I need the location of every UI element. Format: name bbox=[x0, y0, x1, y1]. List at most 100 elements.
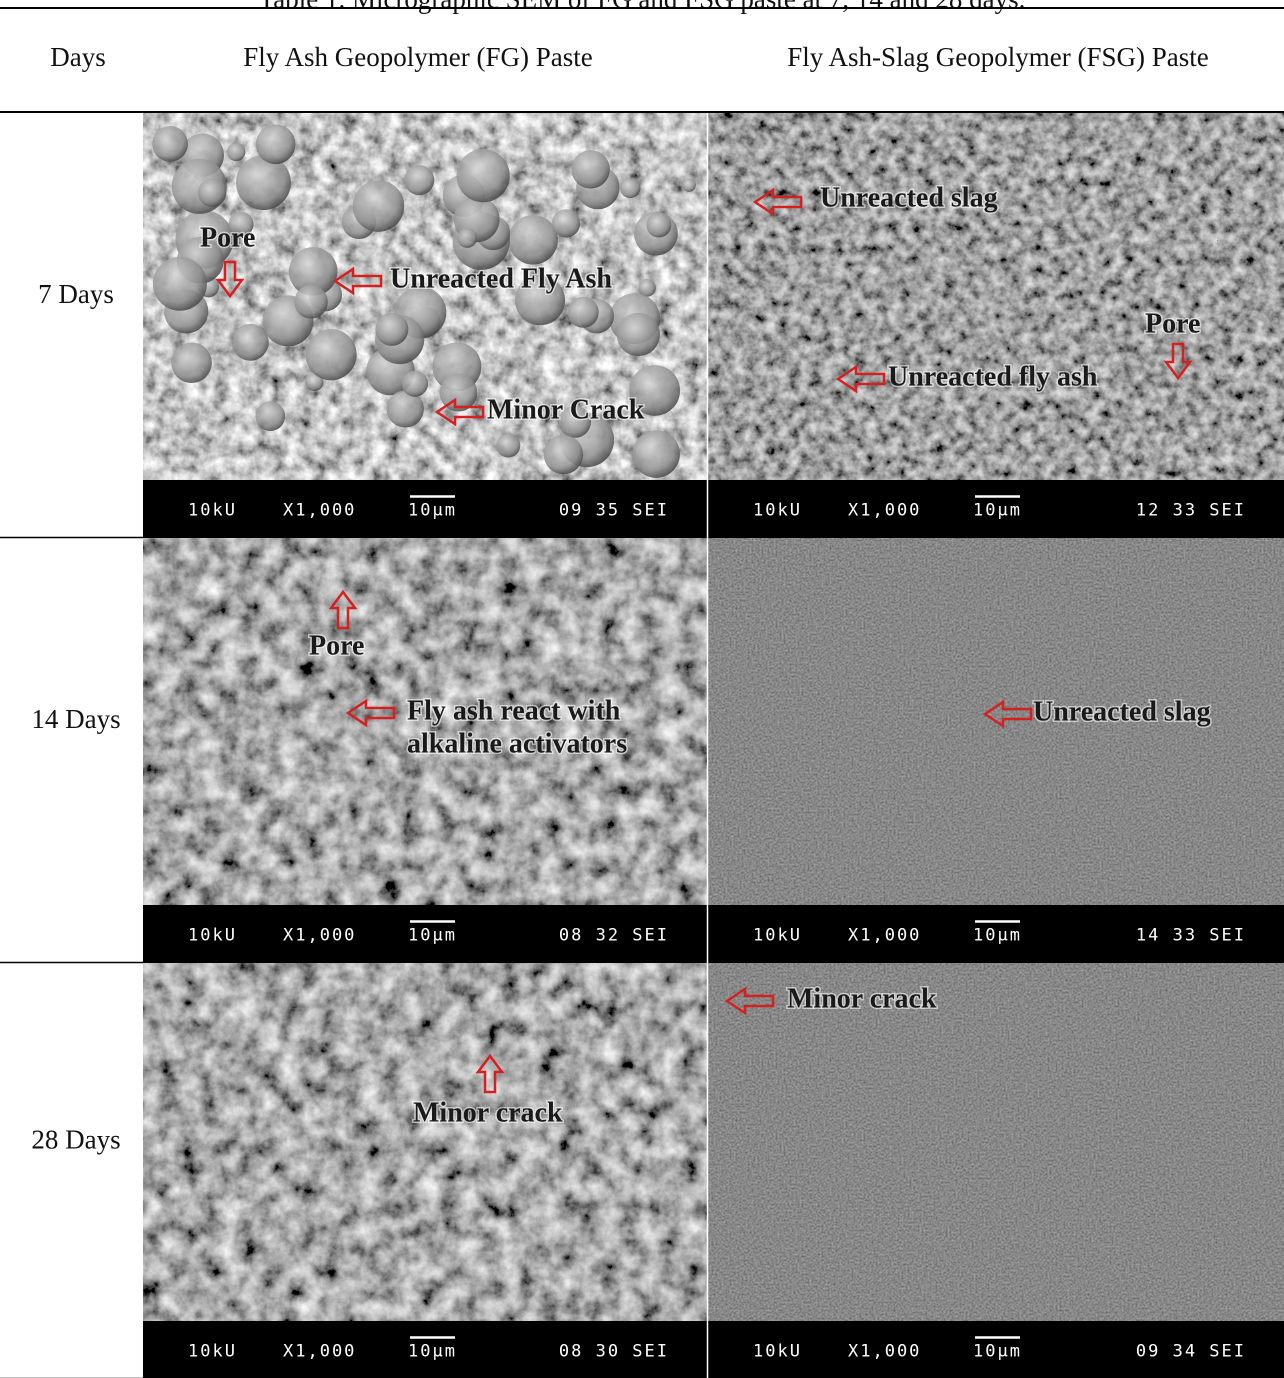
fly-ash-sphere bbox=[152, 126, 188, 162]
info-bar bbox=[143, 1321, 707, 1378]
annotation-arrow bbox=[752, 187, 803, 217]
day-label: 14 Days bbox=[31, 704, 120, 734]
info-code: 08 30 SEI bbox=[559, 1342, 669, 1362]
annotation-arrow bbox=[724, 986, 775, 1016]
fly-ash-sphere bbox=[571, 150, 610, 189]
info-magnification: X1,000 bbox=[848, 926, 921, 946]
fly-ash-sphere bbox=[255, 401, 286, 432]
header-fsg: Fly Ash-Slag Geopolymer (FSG) Paste bbox=[787, 42, 1209, 72]
day-label: 7 Days bbox=[38, 279, 114, 309]
info-code: 08 32 SEI bbox=[559, 926, 669, 946]
annotation-label: Unreacted slag bbox=[1033, 696, 1211, 727]
fly-ash-sphere bbox=[152, 256, 207, 311]
info-bar bbox=[143, 480, 707, 537]
fly-ash-sphere bbox=[197, 178, 227, 208]
fly-ash-sphere bbox=[632, 430, 680, 478]
fly-ash-sphere bbox=[288, 247, 338, 296]
annotation-arrow bbox=[215, 260, 245, 299]
fly-ash-sphere bbox=[638, 278, 656, 297]
table-body: 7 Days 10kU X1,000 10μm 09 35 SEI Pore Unreact… bbox=[0, 113, 1284, 1378]
info-voltage: 10kU bbox=[753, 1342, 802, 1362]
fly-ash-sphere bbox=[226, 142, 246, 162]
fly-ash-sphere bbox=[404, 165, 435, 196]
annotation-label: Pore bbox=[200, 222, 255, 253]
annotation-arrow bbox=[434, 397, 485, 427]
sem-image bbox=[708, 113, 1284, 480]
fly-ash-sphere bbox=[682, 178, 696, 192]
info-scale: 10μm bbox=[973, 926, 1022, 946]
fly-ash-sphere bbox=[375, 312, 409, 346]
fly-ash-sphere bbox=[352, 180, 405, 232]
info-scale: 10μm bbox=[408, 501, 457, 521]
annotation-arrow bbox=[835, 364, 886, 394]
info-scale: 10μm bbox=[973, 501, 1022, 521]
fly-ash-sphere bbox=[235, 155, 291, 211]
fly-ash-sphere bbox=[401, 370, 429, 397]
annotation-arrow bbox=[328, 589, 358, 630]
info-magnification: X1,000 bbox=[848, 501, 921, 521]
annotation-label: Unreacted Fly Ash bbox=[390, 263, 612, 294]
fly-ash-sphere bbox=[439, 373, 478, 412]
fly-ash-sphere bbox=[551, 209, 581, 238]
annotation-label: Pore bbox=[1145, 308, 1200, 339]
info-bar bbox=[708, 1321, 1284, 1378]
fly-ash-sphere bbox=[496, 433, 521, 458]
info-code: 09 34 SEI bbox=[1136, 1342, 1246, 1362]
info-magnification: X1,000 bbox=[283, 926, 356, 946]
fly-ash-sphere bbox=[514, 275, 566, 326]
fly-ash-sphere bbox=[629, 365, 681, 416]
info-voltage: 10kU bbox=[753, 926, 802, 946]
info-scale: 10μm bbox=[408, 1342, 457, 1362]
fly-ash-sphere bbox=[457, 228, 478, 248]
info-code: 14 33 SEI bbox=[1136, 926, 1246, 946]
annotation-arrow bbox=[1163, 342, 1193, 381]
fly-ash-sphere bbox=[305, 373, 324, 392]
annotation-arrow bbox=[475, 1053, 505, 1094]
fly-ash-sphere bbox=[294, 285, 328, 319]
info-voltage: 10kU bbox=[188, 1342, 237, 1362]
annotation-label: alkaline activators bbox=[407, 728, 627, 759]
info-bar bbox=[708, 905, 1284, 962]
sem-image bbox=[708, 963, 1284, 1321]
fly-ash-sphere bbox=[456, 148, 510, 203]
fly-ash-sphere bbox=[616, 312, 660, 357]
info-magnification: X1,000 bbox=[283, 501, 356, 521]
header-fg: Fly Ash Geopolymer (FG) Paste bbox=[243, 42, 593, 72]
fly-ash-sphere bbox=[646, 212, 672, 238]
info-bar bbox=[143, 905, 707, 962]
annotation-label: Pore bbox=[309, 630, 364, 661]
day-label: 28 Days bbox=[31, 1125, 120, 1155]
annotation-label: Unreacted fly ash bbox=[888, 361, 1098, 392]
fly-ash-sphere bbox=[543, 434, 584, 475]
info-magnification: X1,000 bbox=[283, 1342, 356, 1362]
info-code: 12 33 SEI bbox=[1136, 501, 1246, 521]
sem-image bbox=[143, 538, 707, 905]
annotation-label: Unreacted slag bbox=[820, 182, 998, 213]
annotation-label: Minor crack bbox=[787, 983, 937, 1014]
fly-ash-sphere bbox=[255, 124, 296, 165]
annotation-arrow bbox=[345, 698, 396, 728]
fly-ash-sphere bbox=[386, 390, 424, 428]
info-voltage: 10kU bbox=[188, 501, 237, 521]
info-scale: 10μm bbox=[408, 926, 457, 946]
info-code: 09 35 SEI bbox=[559, 501, 669, 521]
fly-ash-sphere bbox=[305, 329, 357, 381]
annotation-label: Minor Crack bbox=[487, 394, 645, 425]
fly-ash-sphere bbox=[231, 323, 269, 361]
fly-ash-sphere bbox=[567, 296, 599, 328]
annotation-label: Minor crack bbox=[413, 1097, 563, 1128]
info-voltage: 10kU bbox=[188, 926, 237, 946]
annotation-arrow bbox=[332, 266, 383, 296]
fly-ash-sphere bbox=[228, 211, 254, 237]
info-scale: 10μm bbox=[973, 1342, 1022, 1362]
annotation-label: Fly ash react with bbox=[407, 695, 621, 726]
sem-image bbox=[143, 963, 707, 1321]
info-magnification: X1,000 bbox=[848, 1342, 921, 1362]
fly-ash-sphere bbox=[508, 215, 558, 265]
fly-ash-sphere bbox=[558, 405, 592, 438]
info-bar bbox=[708, 480, 1284, 537]
fly-ash-sphere bbox=[620, 177, 641, 199]
annotation-arrow bbox=[982, 699, 1033, 729]
header-days: Days bbox=[50, 42, 106, 72]
